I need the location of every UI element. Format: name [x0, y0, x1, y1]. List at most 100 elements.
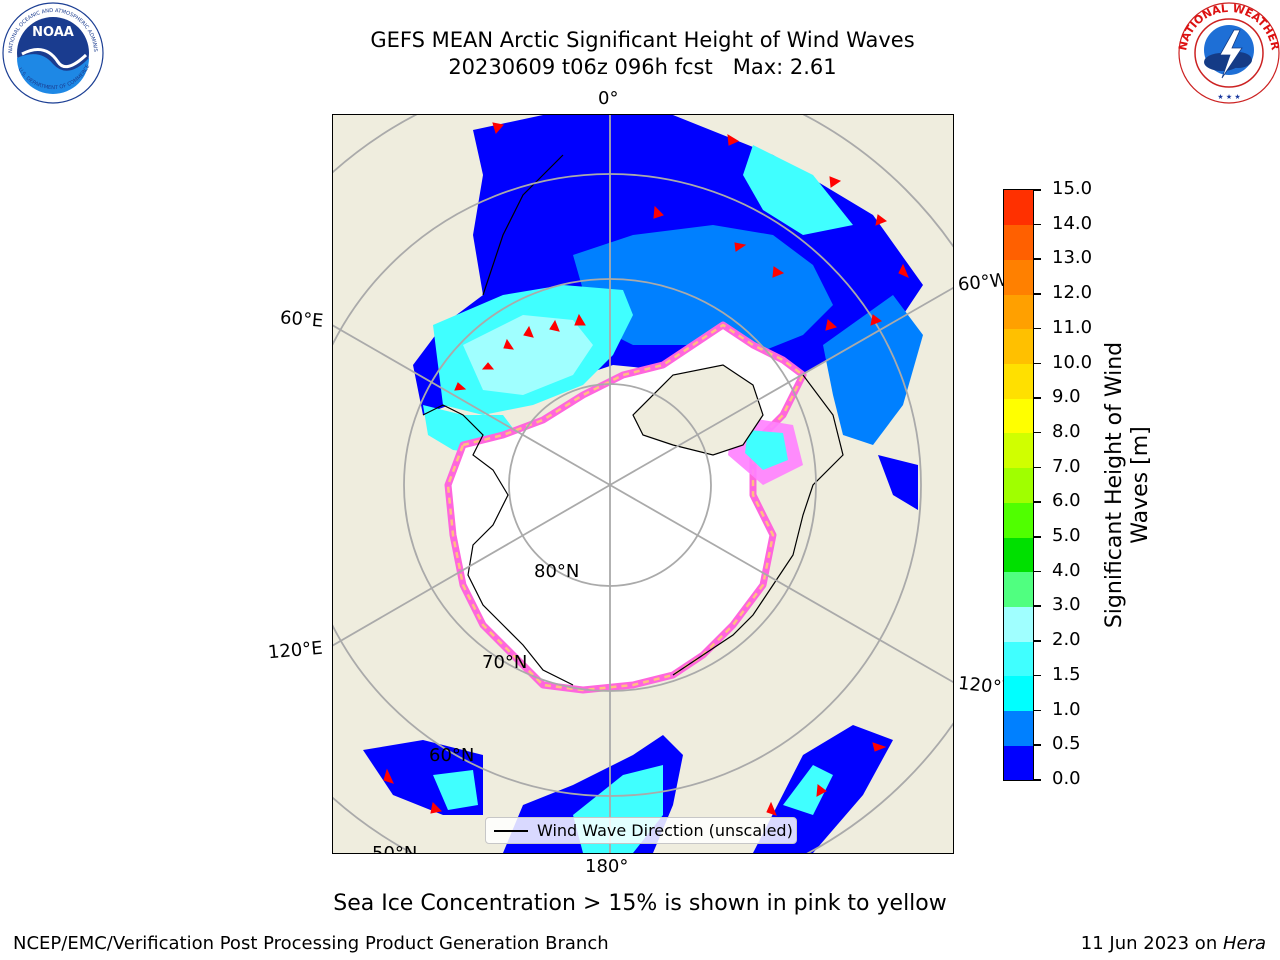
polar-map: 80°N 70°N 60°N 50°N [332, 114, 954, 854]
wave-arrow [523, 325, 534, 338]
colorbar-segment [1004, 398, 1033, 434]
colorbar-segment [1004, 328, 1033, 365]
colorbar-tick-mark [1034, 397, 1041, 399]
lat-label-60n: 60°N [429, 745, 475, 766]
lat-label-80n: 80°N [534, 561, 580, 582]
wave-arrow [492, 122, 504, 135]
chart-subtitle: 20230609 t06z 096h fcst Max: 2.61 [448, 55, 837, 79]
wind-wave-arrows [383, 122, 909, 816]
colorbar-segment [1004, 606, 1033, 642]
colorbar-segment [1004, 224, 1033, 260]
colorbar-tick-label: 4.0 [1052, 559, 1081, 581]
colorbar-tick-mark [1034, 189, 1041, 191]
colorbar-tick-label: 3.0 [1052, 594, 1081, 616]
lon-label-120e: 120°E [267, 637, 324, 664]
colorbar-segment [1004, 467, 1033, 503]
colorbar-segment [1004, 641, 1033, 677]
colorbar-tick-mark [1034, 223, 1041, 226]
map-legend: Wind Wave Direction (unscaled) [485, 817, 797, 844]
ocean-norwegian-sea [573, 225, 833, 355]
lon-label-60e: 60°E [279, 307, 325, 332]
colorbar-tick-mark [1034, 327, 1041, 330]
colorbar-tick-mark [1034, 779, 1041, 781]
wave-arrow [481, 362, 495, 370]
colorbar-tick-label: 9.0 [1052, 386, 1081, 408]
footer-credit: NCEP/EMC/Verification Post Processing Pr… [13, 933, 609, 954]
nws-logo: NATIONAL WEATHER SERVICE ★ ★ ★ [1176, 0, 1280, 104]
colorbar-segment [1004, 294, 1033, 330]
colorbar-tick-label: 13.0 [1052, 247, 1093, 269]
wave-arrow [825, 319, 838, 331]
wave-arrow [766, 801, 777, 816]
wave-arrow [549, 319, 560, 332]
colorbar-tick-label: 1.0 [1052, 698, 1081, 720]
sea-ice-edge-inner [446, 323, 805, 692]
ocean-greenland-sea [743, 145, 853, 235]
colorbar-tick-label: 11.0 [1052, 316, 1093, 338]
colorbar-tick-label: 7.0 [1052, 455, 1081, 477]
wave-arrow [898, 263, 909, 278]
wave-arrow [574, 313, 586, 326]
colorbar-segment [1004, 190, 1033, 226]
colorbar-segment [1004, 502, 1033, 538]
colorbar-tick-mark [1034, 674, 1041, 677]
colorbar-tick-label: 0.5 [1052, 733, 1081, 755]
legend-line-swatch [494, 830, 528, 832]
colorbar-segment [1004, 363, 1033, 399]
wave-arrow [816, 784, 827, 797]
colorbar-tick-mark [1034, 501, 1041, 503]
colorbar-tick-mark [1034, 466, 1041, 469]
footer-date-text: 11 Jun 2023 on [1080, 933, 1223, 954]
lat-label-50n: 50°N [372, 843, 418, 854]
wave-arrow [454, 382, 467, 391]
wave-arrow [734, 242, 747, 252]
colorbar-tick-mark [1034, 570, 1041, 573]
colorbar-tick-mark [1034, 605, 1041, 607]
wave-arrow [829, 176, 842, 188]
lat-label-70n: 70°N [482, 652, 528, 673]
colorbar-tick-mark [1034, 258, 1041, 260]
coastline-eurasia [422, 404, 574, 686]
colorbar-tick-mark [1034, 744, 1041, 746]
wave-arrow [872, 742, 887, 752]
colorbar-tick-label: 0.0 [1052, 768, 1081, 789]
wave-arrow [430, 801, 443, 814]
noaa-logo: NOAA NATIONAL OCEANIC AND ATMOSPHERIC AD… [0, 0, 104, 104]
colorbar-tick-label: 15.0 [1052, 178, 1093, 199]
caption: Sea Ice Concentration > 15% is shown in … [333, 891, 947, 916]
colorbar-tick-label: 5.0 [1052, 525, 1081, 547]
colorbar-tick-label: 6.0 [1052, 490, 1081, 512]
colorbar-segment [1004, 259, 1033, 295]
wave-arrow [503, 338, 515, 350]
ocean-okhotsk-inner [433, 770, 478, 810]
wave-arrow [772, 266, 785, 278]
ocean-gulf-alaska-inner [783, 765, 833, 815]
ocean-baffin-bay [823, 295, 923, 445]
footer-date: 11 Jun 2023 on Hera [1081, 933, 1266, 955]
colorbar [1003, 189, 1034, 781]
wave-arrow [727, 134, 740, 146]
wave-arrow [383, 768, 394, 784]
legend-label: Wind Wave Direction (unscaled) [537, 821, 793, 840]
colorbar-tick-label: 1.5 [1052, 663, 1081, 685]
colorbar-tick-label: 8.0 [1052, 420, 1081, 442]
colorbar-tick-mark [1034, 362, 1041, 365]
ocean-hudson-inner [745, 430, 788, 470]
colorbar-tick-mark [1034, 709, 1041, 712]
colorbar-tick-label: 14.0 [1052, 212, 1093, 234]
footer-host: Hera [1222, 933, 1266, 954]
colorbar-tick-label: 12.0 [1052, 282, 1093, 304]
ocean-hudson-east [878, 455, 918, 510]
wave-arrow [870, 314, 883, 326]
colorbar-segment [1004, 537, 1033, 573]
wave-arrow [653, 205, 664, 219]
colorbar-tick-mark [1034, 640, 1041, 642]
land-greenland [632, 364, 764, 456]
nws-stars: ★ ★ ★ [1217, 93, 1240, 101]
colorbar-segment [1004, 675, 1033, 712]
colorbar-tick-label: 10.0 [1052, 351, 1093, 373]
lon-label-0: 0° [598, 88, 619, 109]
chart-title: GEFS MEAN Arctic Significant Height of W… [370, 28, 915, 52]
colorbar-label: Significant Height of Wind Waves [m] [1102, 341, 1153, 629]
coastline-north-america [672, 374, 844, 676]
